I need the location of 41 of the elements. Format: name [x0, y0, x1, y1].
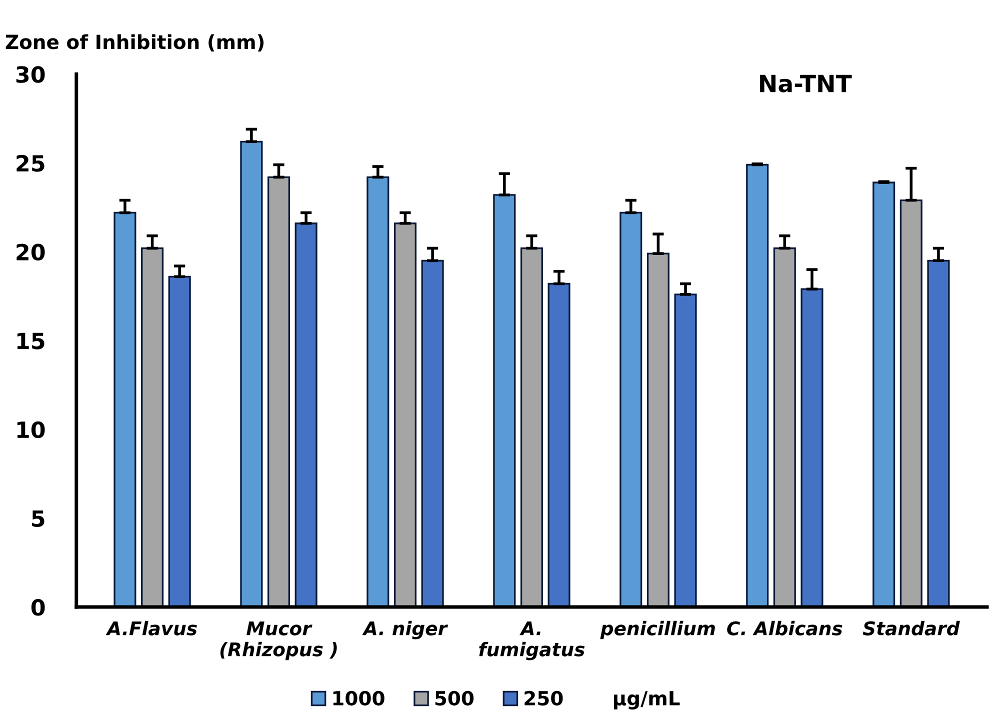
bar: [900, 199, 922, 608]
bar: [773, 247, 796, 608]
y-tick-label: 5: [32, 510, 44, 527]
bar: [800, 288, 824, 608]
x-tick-label: Standard: [862, 620, 960, 636]
y-axis-title: Zone of Inhibition (mm): [6, 34, 264, 52]
bar: [548, 282, 570, 608]
y-tick-label: 20: [16, 244, 45, 261]
bar: [927, 260, 950, 608]
bar: [267, 176, 290, 608]
y-tick-label: 30: [16, 66, 45, 83]
bar: [674, 294, 697, 608]
y-tick-label: 15: [17, 332, 44, 350]
x-tick-label: C. Albicans: [727, 620, 842, 636]
bar: [240, 140, 263, 608]
legend-label: 1000: [333, 690, 384, 706]
legend-label: 250: [524, 690, 563, 706]
bar: [366, 176, 390, 608]
bar: [493, 194, 516, 608]
bar: [421, 260, 444, 608]
chart-title: Na-TNT: [760, 74, 852, 92]
bar: [746, 164, 769, 608]
bar: [872, 182, 896, 608]
y-tick-label: 0: [31, 598, 45, 616]
x-tick-label: A. niger: [362, 620, 448, 640]
y-tick-label: 10: [17, 421, 45, 438]
x-tick-label: A.Flavus: [106, 620, 197, 636]
bar: [394, 222, 416, 608]
bar: [646, 252, 670, 608]
x-tick-label: A. fumigatus: [479, 622, 585, 660]
y-tick-label: 25: [16, 154, 44, 172]
bar: [620, 212, 642, 608]
x-tick-label: penicillium: [600, 620, 715, 640]
bar: [168, 276, 191, 608]
bar: [520, 247, 543, 608]
bar: [114, 212, 136, 608]
legend-label: 500: [435, 690, 474, 706]
x-tick-label: Mucor (Rhizopus ): [220, 622, 337, 660]
bar: [141, 247, 164, 608]
bar: [294, 222, 318, 608]
legend-title: µg/mL: [614, 691, 680, 710]
